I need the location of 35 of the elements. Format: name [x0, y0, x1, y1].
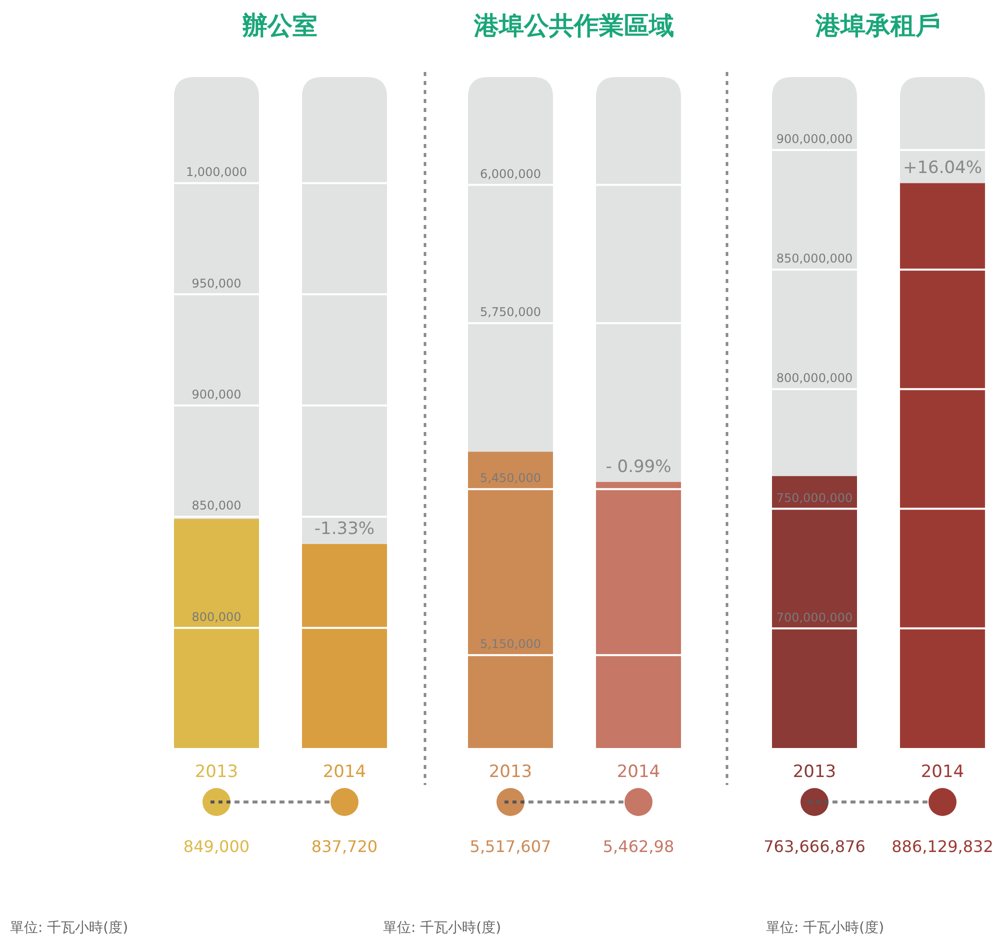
- y-tick-label: 850,000: [192, 498, 242, 513]
- data-label: 5,462,98: [602, 837, 674, 856]
- y-tick-label: 800,000,000: [776, 371, 853, 386]
- y-tick-label: 950,000: [192, 276, 242, 290]
- y-tick-label: 850,000,000: [776, 252, 853, 266]
- data-label: 886,129,832: [892, 837, 994, 856]
- x-tick-label: 2014: [322, 762, 366, 782]
- chart-title: 辦公室: [242, 11, 318, 40]
- text: 單位: 千瓦小時(度): [383, 920, 502, 936]
- data-label: 5,517,607: [470, 837, 552, 856]
- chart-title: 港埠公共作業區域: [473, 11, 674, 40]
- x-tick-label: 2013: [792, 762, 836, 782]
- chart-title: 港埠承租戶: [814, 11, 940, 40]
- text: 單位: 千瓦小時(度): [766, 920, 884, 936]
- y-tick-label: 5,150,000: [480, 637, 542, 652]
- data-label: 763,666,876: [764, 837, 866, 856]
- y-tick-label: 5,450,000: [480, 471, 542, 486]
- annotation: - 0.99%: [606, 456, 672, 477]
- text: 單位: 千瓦小時(度): [10, 920, 128, 936]
- annotation: +16.04%: [902, 158, 982, 178]
- y-tick-label: 700,000,000: [776, 610, 853, 624]
- y-tick-label: 900,000: [192, 387, 242, 402]
- y-tick-label: 6,000,000: [480, 166, 542, 181]
- data-label: 837,720: [311, 837, 378, 856]
- x-tick-label: 2013: [488, 762, 532, 782]
- data-label: 849,000: [183, 837, 250, 856]
- y-tick-label: 750,000,000: [776, 490, 853, 505]
- x-tick-label: 2014: [920, 762, 964, 782]
- x-tick-label: 2013: [194, 762, 238, 782]
- annotation: -1.33%: [314, 519, 375, 540]
- y-tick-label: 5,750,000: [480, 305, 542, 320]
- x-tick-label: 2014: [616, 762, 660, 782]
- y-tick-label: 800,000: [192, 610, 242, 624]
- y-tick-label: 900,000,000: [776, 132, 853, 146]
- y-tick-label: 1,000,000: [186, 165, 248, 180]
